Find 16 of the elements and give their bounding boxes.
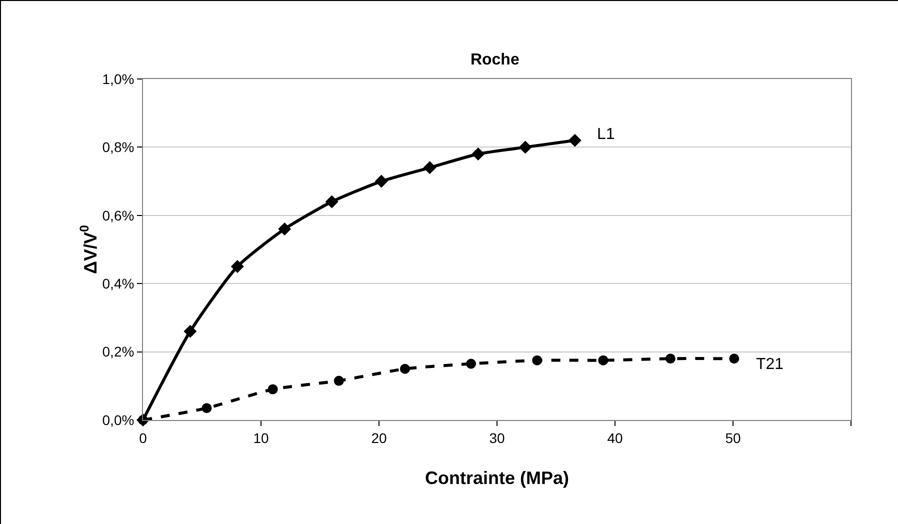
y-tick-label: 0,4% xyxy=(102,276,134,292)
y-tick-label: 0,2% xyxy=(102,344,134,360)
x-tick-label: 0 xyxy=(139,430,148,446)
y-tick-label: 1,0% xyxy=(102,70,134,87)
x-tick-label: 20 xyxy=(371,430,387,446)
x-tick-label: 40 xyxy=(607,430,623,446)
x-tick-label: 10 xyxy=(253,430,269,446)
chart-title: Roche xyxy=(470,52,520,69)
y-tick-label: 0,0% xyxy=(102,412,134,428)
y-tick-label: 0,6% xyxy=(102,207,134,224)
y-tick-label: 0,8% xyxy=(102,139,134,156)
x-tick-label: 50 xyxy=(725,430,741,446)
x-axis-title: Contrainte (MPa) xyxy=(425,468,570,488)
series-label: L1 xyxy=(597,126,615,143)
series-label: T21 xyxy=(756,356,784,373)
x-tick-label: 30 xyxy=(489,430,505,446)
